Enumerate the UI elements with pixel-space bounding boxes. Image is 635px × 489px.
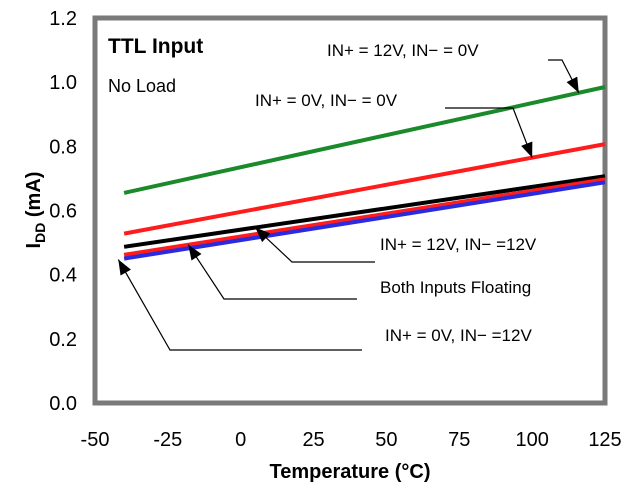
callouts: IN+ = 12V, IN− = 0V IN+ = 0V, IN− = 0V IN+…: [117, 41, 580, 351]
series-line: [123, 85, 606, 195]
y-axis-title: IDD (mA): [23, 172, 48, 249]
x-tick-label: 125: [588, 429, 621, 451]
y-tick-label: 1.0: [49, 72, 77, 94]
series-line: [123, 174, 606, 249]
series-line: [123, 180, 606, 261]
series-lines: [123, 85, 606, 261]
callout-arrowhead: [118, 259, 131, 276]
y-axis-title-sub: DD: [32, 223, 48, 243]
callout-leader-line: [254, 227, 375, 263]
y-tick-label: 1.2: [49, 8, 77, 30]
callout-leader-line: [117, 259, 362, 351]
series-callout-label: IN+ = 12V, IN− = 0V: [327, 41, 479, 60]
x-tick-label: 25: [302, 429, 324, 451]
series-line: [123, 177, 606, 257]
callout-leader-line: [445, 107, 533, 158]
conditions-title: TTL Input: [108, 35, 203, 58]
callout-arrowhead: [521, 141, 533, 158]
series-callout-label: IN+ = 0V, IN− = 0V: [255, 91, 398, 110]
x-tick-label: 75: [448, 429, 470, 451]
conditions-subtitle: No Load: [108, 76, 176, 96]
y-tick-label: 0.8: [49, 136, 77, 158]
callout-arrowhead: [566, 76, 579, 93]
plot-area: [92, 15, 608, 406]
x-tick-label: -50: [81, 429, 110, 451]
series-callout-label: Both Inputs Floating: [380, 278, 531, 297]
x-tick-label: 50: [375, 429, 397, 451]
callout-arrowhead: [255, 227, 271, 243]
y-tick-labels: 0.0 0.2 0.4 0.6 0.8 1.0 1.2: [49, 8, 77, 415]
x-tick-label: 100: [515, 429, 548, 451]
series-callout-label: IN+ = 0V, IN− =12V: [385, 326, 532, 345]
y-tick-label: 0.4: [49, 265, 77, 287]
x-axis-title: Temperature (°C): [270, 461, 431, 483]
x-tick-label: -25: [153, 429, 182, 451]
y-tick-label: 0.6: [49, 201, 77, 223]
y-tick-label: 0.0: [49, 393, 77, 415]
series-callout-label: IN+ = 12V, IN− =12V: [380, 235, 537, 254]
x-tick-labels: -50 -25 0 25 50 75 100 125: [81, 429, 622, 451]
y-axis-title-main: I: [23, 243, 45, 249]
callout-leader-line: [187, 244, 357, 300]
y-axis-title-unit: (mA): [23, 172, 45, 223]
series-line: [123, 142, 606, 236]
x-tick-label: 0: [235, 429, 246, 451]
callout-arrowhead: [188, 244, 202, 261]
y-tick-label: 0.2: [49, 329, 77, 351]
